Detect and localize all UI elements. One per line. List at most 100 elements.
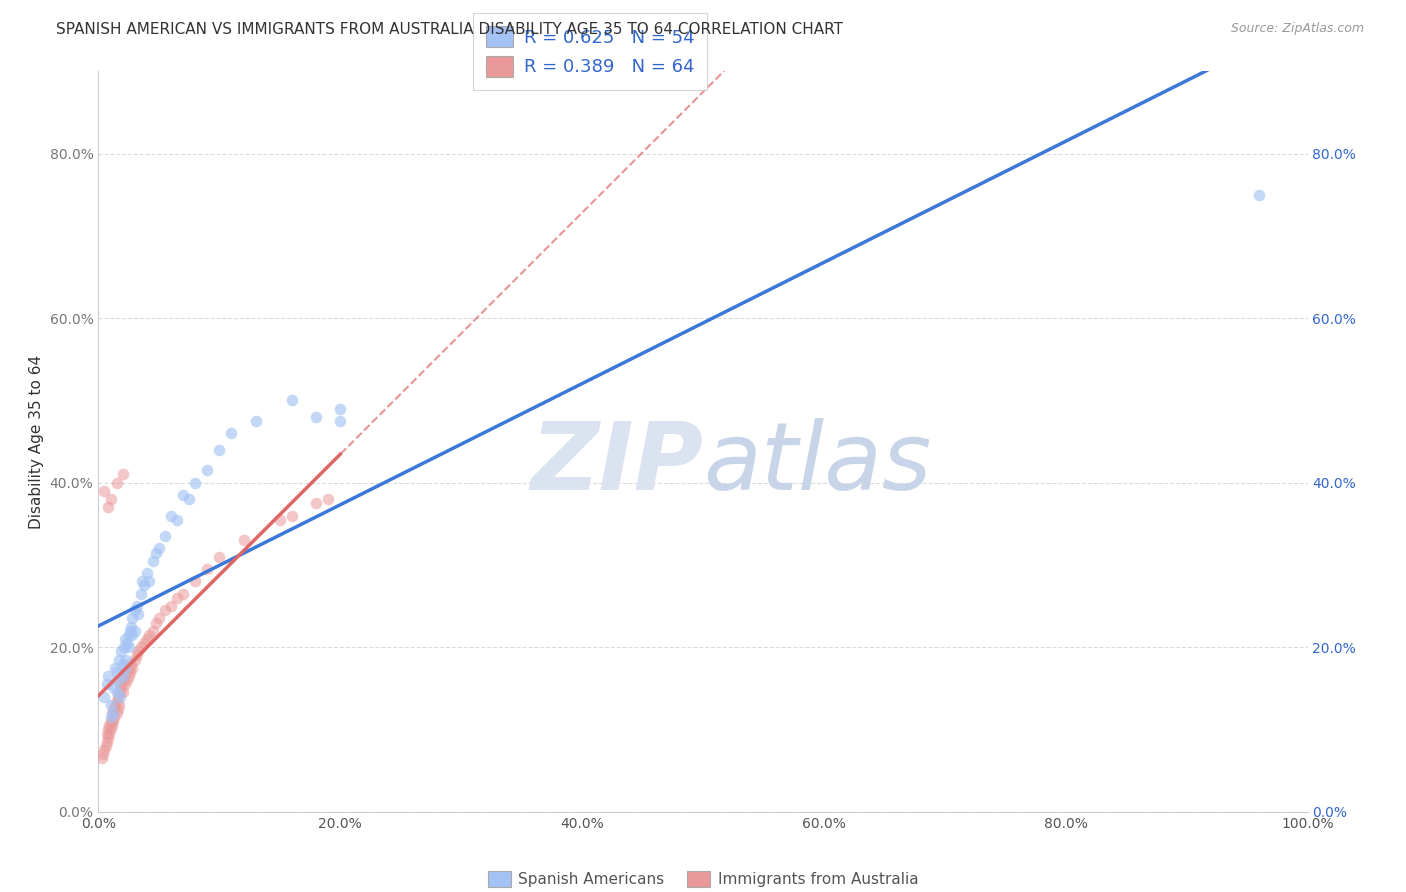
Y-axis label: Disability Age 35 to 64: Disability Age 35 to 64 [30,354,44,529]
Point [111,657,134,671]
Point [153,603,176,617]
Point [124,603,146,617]
Point [110,644,132,658]
Point [127,599,149,613]
Point [107,690,129,704]
Text: Source: ZipAtlas.com: Source: ZipAtlas.com [1230,22,1364,36]
Point [96,726,118,740]
Point [100,492,122,507]
Point [129,587,152,601]
Point [135,632,157,646]
Point [281,393,304,408]
Point [245,414,267,428]
Point [107,702,129,716]
Point [148,541,170,556]
Point [111,685,134,699]
Point [115,665,138,679]
Point [100,710,122,724]
Point [118,640,141,655]
Point [97,669,120,683]
Text: SPANISH AMERICAN VS IMMIGRANTS FROM AUSTRALIA DISABILITY AGE 35 TO 64 CORRELATIO: SPANISH AMERICAN VS IMMIGRANTS FROM AUST… [56,22,844,37]
Point [127,644,149,658]
Point [131,574,153,589]
Point [118,624,141,638]
Point [100,706,122,720]
Point [96,735,118,749]
Point [98,726,121,740]
Point [208,549,231,564]
Point [103,702,125,716]
Point [108,685,131,699]
Point [100,718,122,732]
Point [172,587,194,601]
Point [127,607,149,622]
Point [138,628,160,642]
Point [91,751,114,765]
Point [91,747,114,761]
Point [110,681,132,696]
Point [93,690,115,704]
Point [232,533,254,548]
Point [208,442,231,457]
Point [160,599,183,613]
Point [172,488,194,502]
Point [184,574,207,589]
Point [104,661,127,675]
Point [166,513,188,527]
Point [142,624,165,638]
Point [108,652,131,666]
Point [134,578,156,592]
Point [114,632,136,646]
Point [101,714,124,729]
Point [104,698,127,712]
Point [184,475,207,490]
Point [135,566,157,581]
Point [111,669,134,683]
Point [96,677,118,691]
Text: ZIP: ZIP [530,417,703,509]
Point [111,467,134,482]
Point [120,619,142,633]
Point [160,508,183,523]
Point [305,409,328,424]
Point [195,463,218,477]
Point [195,562,218,576]
Point [118,665,141,679]
Point [98,718,121,732]
Point [101,706,124,720]
Point [100,723,122,737]
Point [105,475,128,490]
Point [179,492,201,507]
Point [100,698,122,712]
Point [142,554,165,568]
Point [114,661,136,675]
Point [108,690,131,704]
Point [145,615,167,630]
Point [138,574,160,589]
Point [221,426,243,441]
Point [100,714,122,729]
Point [305,496,328,510]
Point [105,665,128,679]
Point [93,743,115,757]
Point [281,508,304,523]
Point [115,652,138,666]
Point [117,673,139,687]
Point [329,401,352,416]
Point [114,677,136,691]
Text: atlas: atlas [703,418,931,509]
Point [93,483,115,498]
Legend: Spanish Americans, Immigrants from Australia: Spanish Americans, Immigrants from Austr… [481,865,925,892]
Point [1249,187,1271,202]
Point [124,624,146,638]
Point [269,513,291,527]
Point [134,636,156,650]
Point [124,652,146,666]
Point [112,669,135,683]
Point [129,640,152,655]
Point [121,611,143,625]
Point [329,414,352,428]
Point [97,500,120,515]
Point [97,731,120,745]
Point [153,529,176,543]
